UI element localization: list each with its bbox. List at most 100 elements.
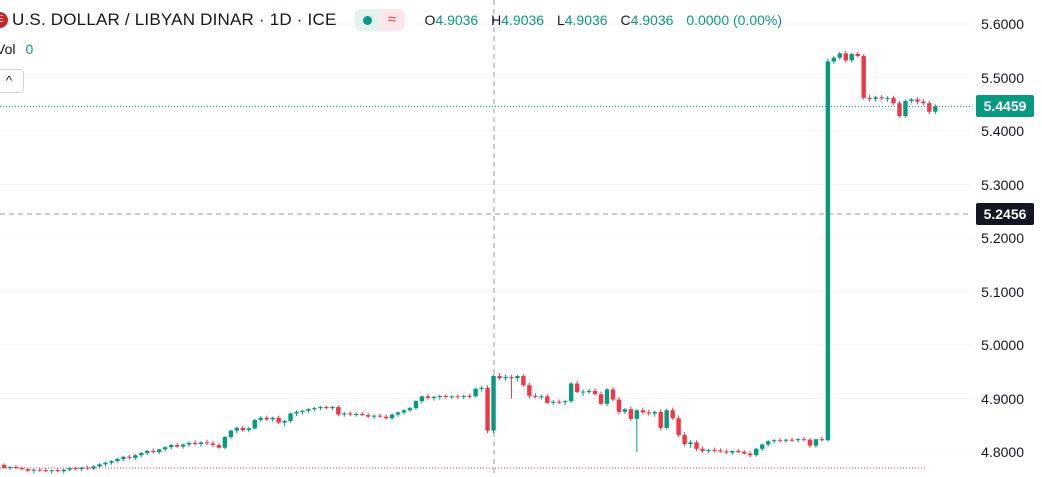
candle-body xyxy=(174,445,180,447)
candle xyxy=(867,94,872,102)
candle xyxy=(294,410,299,417)
volume-label: Vol xyxy=(0,41,16,57)
candle-body xyxy=(694,442,699,449)
candle xyxy=(192,440,198,446)
candle-body xyxy=(103,462,108,465)
candle-body xyxy=(407,408,413,411)
candle-body xyxy=(670,410,675,419)
candle-body xyxy=(395,412,401,415)
symbol-title[interactable]: U.S. DOLLAR / LIBYAN DINAR · 1D · ICE xyxy=(12,10,337,29)
candle xyxy=(145,449,150,456)
candle-body xyxy=(515,376,520,379)
candle-body xyxy=(330,407,335,409)
candle-body xyxy=(921,101,926,104)
candle xyxy=(61,469,66,474)
candle xyxy=(933,104,938,114)
candle-body xyxy=(180,444,186,447)
candle xyxy=(485,385,490,434)
candle xyxy=(97,463,102,469)
candle xyxy=(449,395,454,400)
candle xyxy=(336,405,341,417)
candle xyxy=(168,443,174,450)
candle-body xyxy=(658,411,663,428)
candle-body xyxy=(67,468,72,470)
candle xyxy=(186,441,192,447)
candle xyxy=(730,450,735,455)
candle-body xyxy=(443,395,448,397)
price-tick-label: 5.5000 xyxy=(981,69,1024,86)
change-value: 0.0000 (0.00%) xyxy=(686,12,783,28)
candle-body xyxy=(783,439,789,441)
candle xyxy=(121,455,126,462)
high-key: H xyxy=(491,12,502,28)
candle-body xyxy=(539,396,544,398)
candle-body xyxy=(891,97,896,104)
candle-body xyxy=(264,417,269,420)
candle-body xyxy=(479,387,484,389)
candle xyxy=(228,429,234,439)
candle xyxy=(407,407,413,413)
candle xyxy=(473,387,478,398)
candle-body xyxy=(903,101,908,117)
candle-body xyxy=(640,410,645,413)
candle-body xyxy=(240,427,245,431)
market-open-indicator xyxy=(354,9,380,31)
candle xyxy=(598,391,604,405)
candle-body xyxy=(503,377,508,379)
candle xyxy=(903,99,908,118)
candle-body xyxy=(168,445,174,448)
candle-body xyxy=(348,413,353,415)
candle-body xyxy=(521,376,526,386)
candle-body xyxy=(730,450,735,453)
candle xyxy=(401,409,407,415)
candle xyxy=(736,448,741,454)
candle xyxy=(204,439,210,446)
candle xyxy=(479,385,484,392)
candle xyxy=(580,389,586,396)
candle xyxy=(330,405,335,411)
price-tick-label: 5.6000 xyxy=(981,16,1024,32)
candle-body xyxy=(336,407,341,415)
candle xyxy=(527,382,532,399)
candle-body xyxy=(580,391,586,393)
collapse-legend-button[interactable]: ^ xyxy=(0,69,24,93)
candle xyxy=(174,442,180,448)
candle xyxy=(724,449,729,455)
candle-body xyxy=(676,418,681,435)
volume-legend: Vol 0 xyxy=(0,41,33,57)
candle xyxy=(765,440,771,447)
candle xyxy=(771,439,777,444)
candle xyxy=(109,460,114,465)
candle xyxy=(777,438,783,443)
price-tick-label: 5.0000 xyxy=(981,337,1024,353)
market-status-pill[interactable]: ≈ xyxy=(354,9,405,31)
candle-body xyxy=(19,468,25,470)
candle xyxy=(789,437,795,442)
candle xyxy=(610,387,616,402)
candle xyxy=(819,437,825,442)
candle xyxy=(837,51,842,60)
price-tick-label: 5.2000 xyxy=(981,230,1024,246)
candle xyxy=(873,95,878,102)
candle-body xyxy=(360,414,365,416)
candle xyxy=(55,468,60,472)
candle-body xyxy=(151,450,156,452)
candle xyxy=(891,95,896,106)
close-key: C xyxy=(620,12,631,28)
candle-body xyxy=(1,464,7,469)
candle-body xyxy=(258,417,263,420)
candle-body xyxy=(186,442,192,445)
candle-body xyxy=(562,401,568,403)
candle-body xyxy=(497,376,502,379)
candle xyxy=(652,410,657,417)
candle xyxy=(676,415,681,438)
candle xyxy=(234,426,240,434)
green-dot-icon xyxy=(362,15,372,25)
candle xyxy=(324,405,329,410)
candle xyxy=(103,461,108,467)
candle-body xyxy=(646,412,651,414)
candle-body xyxy=(897,103,902,117)
symbol-logo[interactable]: E xyxy=(0,12,8,28)
candle-body xyxy=(127,456,132,458)
